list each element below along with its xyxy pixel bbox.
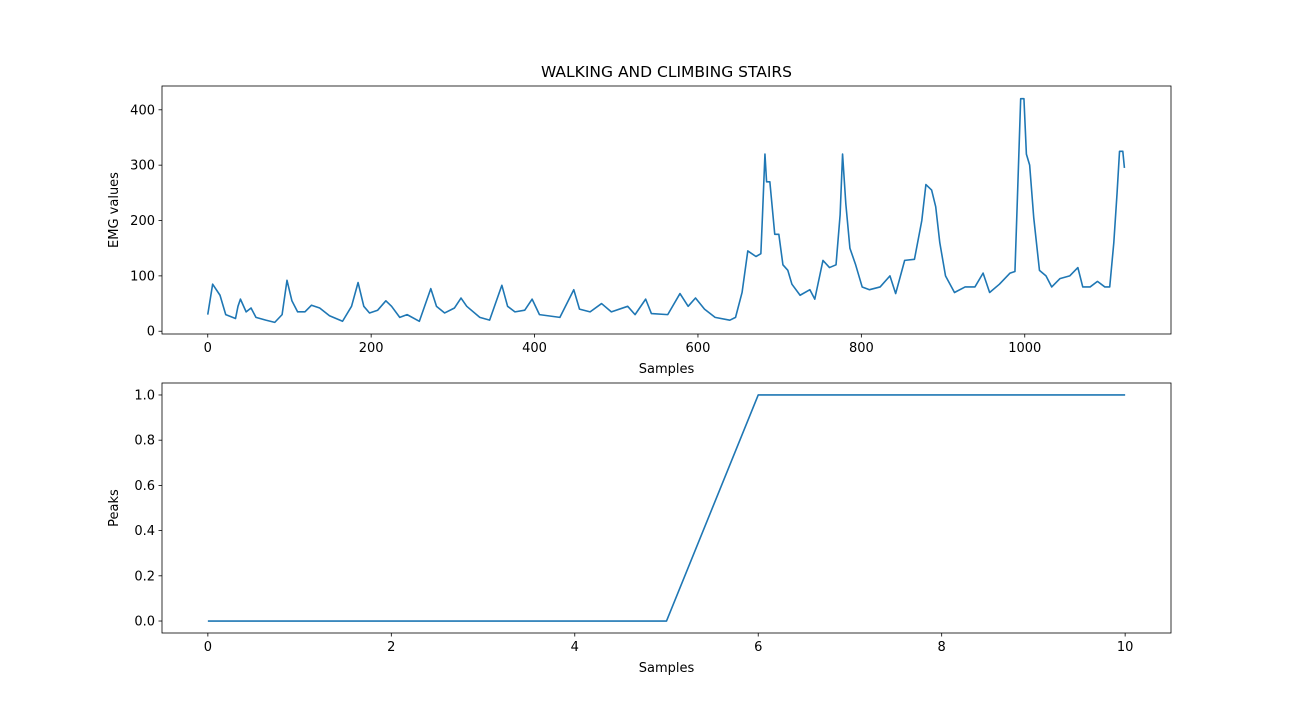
y-tick-label: 0.8 bbox=[134, 434, 155, 449]
plot-frame bbox=[161, 382, 1172, 634]
x-tick-label: 600 bbox=[686, 341, 711, 356]
plot-frame bbox=[161, 85, 1172, 335]
y-axis-label: Peaks bbox=[107, 489, 122, 527]
x-tick-label: 200 bbox=[359, 341, 384, 356]
x-tick-label: 400 bbox=[522, 341, 547, 356]
y-tick-label: 100 bbox=[130, 269, 155, 284]
x-tick-label: 1000 bbox=[1008, 341, 1041, 356]
data-line bbox=[207, 394, 1126, 622]
y-tick-label: 1.0 bbox=[134, 388, 155, 403]
x-tick-label: 6 bbox=[754, 640, 762, 655]
x-axis-label: Samples bbox=[639, 362, 695, 377]
x-tick-label: 0 bbox=[204, 640, 212, 655]
x-tick-label: 800 bbox=[849, 341, 874, 356]
x-tick-label: 0 bbox=[204, 341, 212, 356]
x-axis-label: Samples bbox=[639, 661, 695, 676]
x-tick-label: 2 bbox=[387, 640, 395, 655]
y-tick-label: 0 bbox=[147, 325, 155, 340]
y-tick-label: 200 bbox=[130, 214, 155, 229]
x-tick-label: 8 bbox=[938, 640, 946, 655]
y-tick-label: 0.0 bbox=[134, 615, 155, 630]
chart-title: WALKING AND CLIMBING STAIRS bbox=[541, 63, 792, 81]
y-tick-label: 0.6 bbox=[134, 479, 155, 494]
y-tick-label: 0.4 bbox=[134, 524, 155, 539]
y-axis-label: EMG values bbox=[107, 172, 122, 248]
y-tick-label: 0.2 bbox=[134, 569, 155, 584]
x-tick-label: 10 bbox=[1117, 640, 1134, 655]
data-line bbox=[206, 97, 1126, 324]
y-tick-label: 400 bbox=[130, 103, 155, 118]
y-tick-label: 300 bbox=[130, 159, 155, 174]
x-tick-label: 4 bbox=[571, 640, 579, 655]
